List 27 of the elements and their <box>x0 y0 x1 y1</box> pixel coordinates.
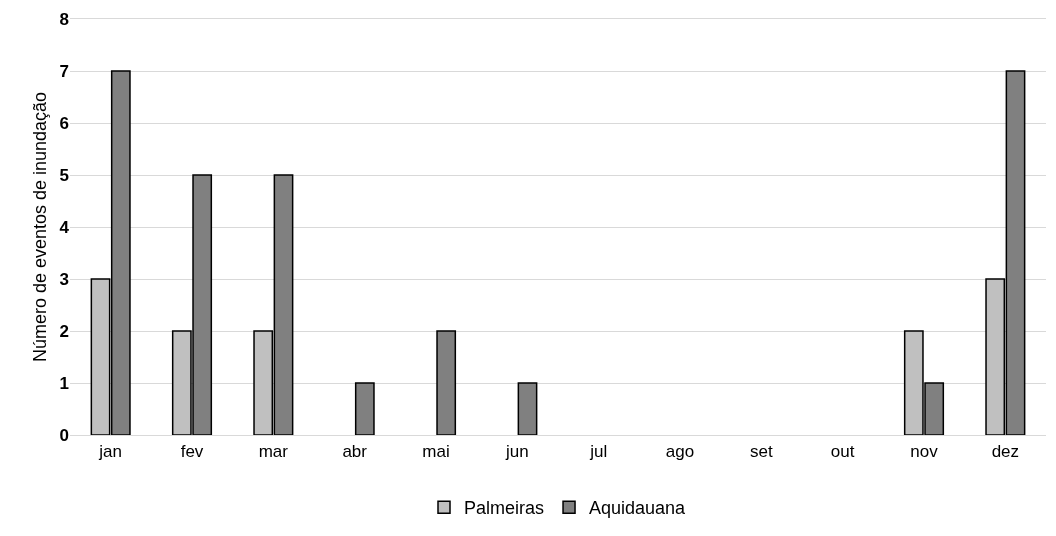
x-tick-label: set <box>749 441 773 461</box>
x-tick-label: out <box>830 441 855 461</box>
x-tick-label: dez <box>991 441 1020 461</box>
x-tick-label: abr <box>342 441 368 461</box>
y-tick-label: 5 <box>59 165 69 185</box>
y-tick-label: 2 <box>59 321 69 341</box>
y-tick-label: 4 <box>59 217 70 237</box>
x-tick-label: jul <box>589 441 608 461</box>
x-tick-label: fev <box>180 441 204 461</box>
y-tick-label: 3 <box>59 269 69 289</box>
y-tick-label: 1 <box>59 373 69 393</box>
x-tick-label: nov <box>910 441 939 461</box>
legend-label: Aquidauana <box>589 498 687 519</box>
bar <box>436 330 457 435</box>
bar <box>354 382 375 435</box>
x-tick-label: mar <box>258 441 289 461</box>
y-tick-label: 6 <box>59 113 69 133</box>
x-tick-label: jun <box>504 441 529 461</box>
bar <box>517 382 538 435</box>
y-tick-label: 8 <box>59 9 69 29</box>
x-tick-label: ago <box>665 441 695 461</box>
x-tick-label: jan <box>98 441 123 461</box>
y-axis-title: Número de eventos de inundação <box>29 91 50 363</box>
y-tick-label: 7 <box>59 61 69 81</box>
x-tick-label: mai <box>422 441 450 461</box>
legend-label: Palmeiras <box>464 498 545 519</box>
y-tick-label: 0 <box>59 425 69 445</box>
